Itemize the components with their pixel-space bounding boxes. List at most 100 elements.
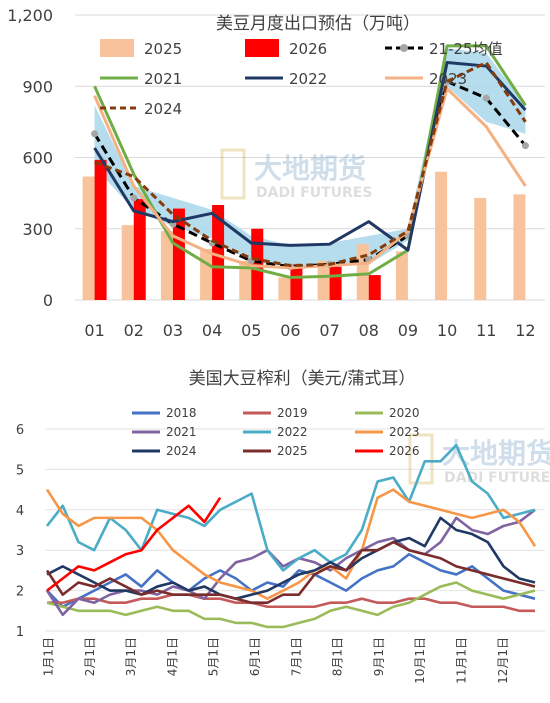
x-tick-label: 4月1日: [165, 637, 179, 676]
avg-point: [130, 194, 138, 202]
line-2024: [94, 61, 527, 268]
line-2022: [93, 61, 527, 252]
line-2019: [47, 593, 535, 613]
x-tick-label: 7月1日: [289, 637, 303, 676]
legend-label: 2019: [277, 406, 308, 420]
export-chart: 0 300 600 900 1,200 01 02 03 04 05 06 07 08 09 10 11 12 大…: [7, 6, 545, 340]
legend-label: 2022: [277, 425, 308, 439]
y-tick-label: 600: [22, 149, 53, 168]
x-tick-label: 9月1日: [372, 637, 386, 676]
x-tick-label: 07: [319, 321, 339, 340]
bar-2025: [513, 194, 526, 300]
x-tick-label: 12月1日: [496, 637, 510, 684]
legend-label: 2024: [144, 100, 182, 118]
legend-label: 2018: [166, 406, 197, 420]
bar-2026: [94, 159, 107, 300]
x-tick-label: 10: [437, 321, 457, 340]
crush-margin-chart-panel: 1 2 3 4 5 6 1月1日 2月1日 3月1日 4月1日 5月1日 6月1日 7月1日 8月1日 9月…: [0, 350, 550, 699]
crush-margin-chart: 1 2 3 4 5 6 1月1日 2月1日 3月1日 4月1日 5月1日 6月1日 7月1日 8月1日 9月…: [16, 369, 550, 684]
bar-2025: [278, 277, 291, 300]
y-tick-label: 3: [16, 544, 24, 559]
legend-label: 2023: [389, 425, 420, 439]
x-tick-label: 5月1日: [207, 637, 221, 676]
bar-2025: [121, 225, 134, 300]
legend-label: 2021: [144, 70, 182, 88]
x-tick-label: 11月1日: [455, 637, 469, 684]
x-tick-label: 2月1日: [83, 637, 97, 676]
watermark-logo: [220, 148, 246, 200]
bar-2025: [435, 171, 448, 300]
line-2020: [46, 581, 536, 629]
bar-2025: [200, 248, 213, 300]
bar-2025: [160, 231, 173, 300]
y-tick-label: 1: [16, 625, 24, 640]
line-2025: [45, 540, 536, 605]
bar-2026: [329, 266, 342, 300]
bar-2026: [172, 208, 185, 300]
legend-label: 2023: [429, 70, 467, 88]
y-tick-label: 6: [16, 423, 24, 438]
legend-marker: [400, 44, 408, 52]
x-tick-label: 8月1日: [331, 637, 345, 676]
x-tick-label: 03: [163, 321, 183, 340]
legend-label: 2022: [289, 70, 327, 88]
bar-2025: [239, 260, 252, 300]
y-tick-label: 0: [43, 291, 53, 310]
x-tick-label: 04: [202, 321, 222, 340]
avg-point: [521, 142, 529, 150]
bar-2026: [212, 205, 225, 300]
y-tick-label: 1,200: [7, 6, 53, 25]
bar-2026: [251, 228, 264, 300]
legend-label: 2020: [389, 406, 420, 420]
bar-2026: [133, 199, 146, 300]
watermark-logo: [408, 433, 434, 485]
legend-label: 2025: [144, 40, 182, 58]
bar-2025: [356, 244, 369, 300]
y-tick-label: 900: [22, 77, 53, 96]
x-tick-label: 05: [241, 321, 261, 340]
x-tick-label: 3月1日: [124, 637, 138, 676]
legend-label: 2021: [166, 425, 197, 439]
x-tick-label: 09: [398, 321, 418, 340]
bar-2026: [368, 275, 381, 300]
legend-swatch-2026: [245, 39, 279, 57]
watermark-en-text: DADI FUTURES: [256, 185, 372, 201]
line-2023: [45, 488, 537, 600]
legend-label: 2026: [289, 40, 327, 58]
y-tick-label: 5: [16, 463, 24, 478]
avg-point: [91, 130, 99, 138]
bar-2025: [395, 251, 408, 300]
legend-label: 2026: [389, 444, 420, 458]
line-2023: [93, 87, 527, 270]
x-tick-label: 10月1日: [413, 637, 427, 684]
line-2022: [45, 443, 536, 572]
watermark-cn-text: 大地期货: [442, 437, 550, 470]
x-tick-label: 08: [359, 321, 379, 340]
export-chart-panel: 0 300 600 900 1,200 01 02 03 04 05 06 07 08 09 10 11 12 大…: [0, 0, 550, 350]
y-tick-label: 4: [16, 504, 24, 519]
bar-2026: [290, 264, 303, 300]
y-tick-label: 2: [16, 585, 24, 600]
bar-2025: [474, 197, 487, 300]
chart-title: 美豆月度出口预估（万吨）: [216, 14, 420, 34]
line-2021: [93, 44, 527, 279]
line-2026: [46, 496, 222, 592]
watermark-cn-text: 大地期货: [254, 152, 366, 185]
legend-swatch-2025: [100, 39, 134, 57]
bar-2025: [82, 176, 95, 300]
x-tick-label: 6月1日: [248, 637, 262, 676]
x-tick-label: 11: [476, 321, 496, 340]
chart-title: 美国大豆榨利（美元/蒲式耳）: [189, 369, 416, 389]
y-tick-label: 300: [22, 220, 53, 239]
bar-2025: [317, 260, 330, 300]
x-tick-label: 1月1日: [42, 637, 56, 676]
legend-label: 21-25均值: [429, 40, 503, 58]
legend-label: 2025: [277, 444, 308, 458]
line-2024: [46, 516, 536, 600]
x-tick-label: 02: [124, 321, 144, 340]
range-band: [94, 48, 526, 267]
x-tick-label: 06: [280, 321, 300, 340]
watermark-en-text: DADI FUTURES: [444, 470, 550, 486]
avg-point: [482, 94, 490, 102]
